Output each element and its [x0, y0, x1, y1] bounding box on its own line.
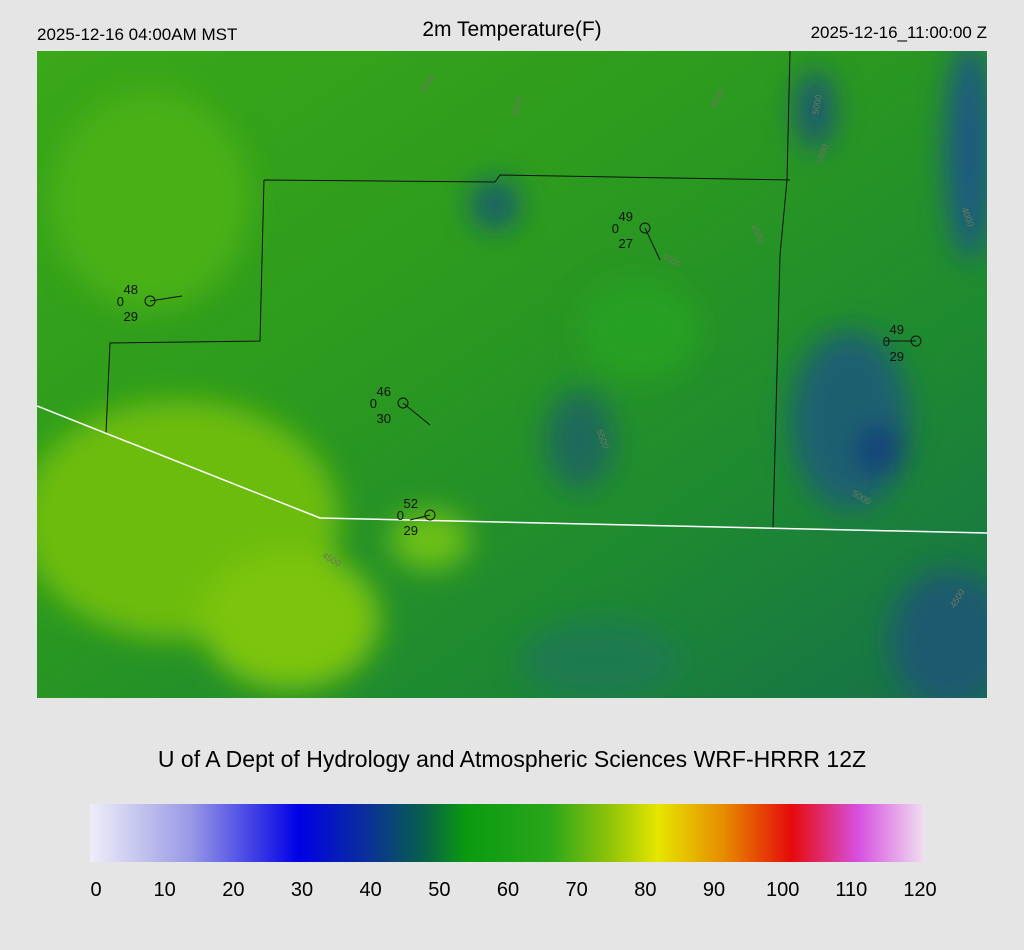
- credit: U of A Dept of Hydrology and Atmospheric…: [158, 746, 866, 772]
- title: 2m Temperature(F): [422, 18, 601, 41]
- colorbar: [90, 804, 925, 862]
- state-border: [37, 405, 987, 534]
- station-circle: [424, 509, 436, 521]
- station-temp: 48: [124, 282, 138, 297]
- colorbar-tick-label: 10: [154, 879, 176, 901]
- station-dewpoint: 29: [124, 309, 138, 324]
- wind-barb: [409, 514, 431, 521]
- station-temp: 49: [890, 322, 904, 337]
- contour-label: 5000: [810, 94, 823, 115]
- colorbar-tick-label: 50: [428, 879, 450, 901]
- station-dewpoint: 29: [404, 523, 418, 538]
- station-temp: 52: [404, 496, 418, 511]
- colorbar-tick-label: 60: [497, 879, 519, 901]
- colorbar-tick-label: 80: [634, 879, 656, 901]
- colorbar-tick-label: 120: [903, 879, 936, 901]
- valid-utc: 2025-12-16_11:00:00 Z: [811, 23, 987, 42]
- station-circle: [144, 295, 156, 307]
- station-temp: 49: [619, 209, 633, 224]
- map: 5000550040004500400050004500550050004500…: [37, 51, 987, 698]
- colorbar-tick-label: 70: [566, 879, 588, 901]
- station-circle: [639, 222, 651, 234]
- colorbar-tick-label: 90: [703, 879, 725, 901]
- valid-local: 2025-12-16 04:00AM MST: [37, 25, 237, 44]
- station-circle: [910, 335, 922, 347]
- station-code: 0: [117, 294, 124, 309]
- county-border: [105, 51, 791, 529]
- station-code: 0: [883, 334, 890, 349]
- temperature-field: [37, 51, 987, 698]
- station-temp: 46: [377, 384, 391, 399]
- station-code: 0: [370, 396, 377, 411]
- colorbar-tick-label: 100: [766, 879, 799, 901]
- colorbar-tick-label: 30: [291, 879, 313, 901]
- wind-barb: [402, 402, 431, 426]
- station-dewpoint: 27: [619, 236, 633, 251]
- station-circle: [397, 397, 409, 409]
- wind-barb: [644, 227, 661, 261]
- colorbar-tick-label: 20: [222, 879, 244, 901]
- station-code: 0: [612, 221, 619, 236]
- colorbar-tick-label: 40: [360, 879, 382, 901]
- station-dewpoint: 30: [377, 411, 391, 426]
- colorbar-tick-label: 110: [835, 879, 867, 901]
- station-dewpoint: 29: [890, 349, 904, 364]
- colorbar-tick-label: 0: [90, 879, 101, 901]
- station-code: 0: [397, 508, 404, 523]
